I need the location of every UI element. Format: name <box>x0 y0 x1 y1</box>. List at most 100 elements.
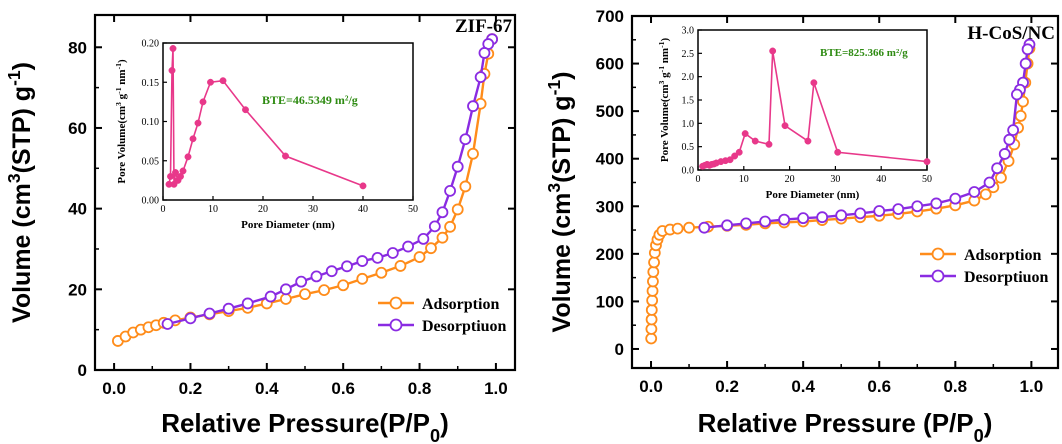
data-point-desorptiuon <box>444 184 456 197</box>
inset-x-tick-label: 30 <box>830 174 840 185</box>
data-point-desorptiuon <box>1019 57 1032 70</box>
y-tick-label: 400 <box>596 150 624 169</box>
data-point-adsorption <box>413 251 426 263</box>
inset-data-point <box>282 152 289 160</box>
data-point-desorptiuon <box>1021 43 1034 56</box>
data-point-desorptiuon <box>911 200 924 213</box>
data-point-desorptiuon <box>371 251 384 264</box>
x-tick-label: 0.0 <box>102 379 126 398</box>
inset-x-tick-label: 50 <box>922 174 932 185</box>
data-point-adsorption <box>646 294 659 307</box>
data-point-adsorption <box>425 242 437 255</box>
data-point-adsorption <box>671 222 684 235</box>
inset-data-point <box>199 98 207 106</box>
x-tick-label: 0.8 <box>408 379 432 398</box>
data-point-adsorption <box>444 220 456 233</box>
data-point-adsorption <box>356 272 369 285</box>
inset-data-point <box>194 119 202 127</box>
inset-data-point <box>769 47 777 55</box>
data-point-desorptiuon <box>835 209 848 222</box>
x-axis-title: Relative Pressure(P/P0) <box>161 408 449 444</box>
data-point-adsorption <box>459 180 472 193</box>
data-point-desorptiuon <box>1007 124 1020 137</box>
data-point-desorptiuon <box>949 192 962 205</box>
inset-frame <box>162 42 414 201</box>
inset-y-tick-label: 2.5 <box>682 49 695 60</box>
inset-data-point <box>172 169 179 176</box>
inset-x-axis-title: Pore Diameter (nm) <box>766 189 860 201</box>
inset-x-tick-label: 20 <box>785 174 795 185</box>
x-tick-label: 0.4 <box>791 377 815 396</box>
data-point-adsorption <box>299 288 311 301</box>
data-point-adsorption <box>337 279 350 292</box>
data-point-adsorption <box>647 275 659 288</box>
y-tick-label: 40 <box>68 200 87 219</box>
x-axis-title: Relative Pressure (P/P0) <box>698 408 993 444</box>
legend-swatch-marker <box>931 247 945 261</box>
inset-data-point <box>751 137 759 145</box>
legend-label: Desorptiuon <box>422 318 507 335</box>
data-point-desorptiuon <box>203 307 216 320</box>
x-tick-label: 1.0 <box>1020 377 1044 396</box>
y-tick-label: 700 <box>596 7 624 26</box>
data-point-desorptiuon <box>759 215 772 228</box>
inset-data-point <box>184 153 192 161</box>
legend-label: Desorptiuon <box>964 269 1049 286</box>
data-point-desorptiuon <box>478 47 491 59</box>
data-point-desorptiuon <box>241 297 254 310</box>
inset-y-tick-label: 1.5 <box>682 96 695 107</box>
data-point-desorptiuon <box>816 211 829 224</box>
y-tick-label: 20 <box>68 280 87 299</box>
y-tick-label: 300 <box>596 197 624 216</box>
data-point-desorptiuon <box>698 221 711 234</box>
inset-y-tick-label: 1.0 <box>682 119 695 130</box>
y-tick-label: 0 <box>615 340 624 359</box>
data-point-adsorption <box>979 188 992 201</box>
y-tick-label: 80 <box>68 38 87 57</box>
data-point-adsorption <box>645 323 658 335</box>
panel-label: ZIF-67 <box>455 16 513 37</box>
inset-y-tick-label: 0.20 <box>142 39 160 50</box>
legend-swatch-marker <box>931 269 945 283</box>
data-point-desorptiuon <box>386 247 399 259</box>
data-point-desorptiuon <box>280 283 292 296</box>
y-axis-title: Volume (cm3(STP) g-1) <box>4 62 36 323</box>
data-point-desorptiuon <box>467 100 479 113</box>
data-point-desorptiuon <box>778 213 791 226</box>
data-point-desorptiuon <box>222 302 235 315</box>
data-point-adsorption <box>318 284 330 297</box>
inset-annotation: BTE=46.5349 m²/g <box>262 93 358 107</box>
y-axis-title: Volume (cm3(STP) g-1) <box>544 72 576 333</box>
data-point-desorptiuon <box>310 270 323 283</box>
data-point-adsorption <box>645 332 658 345</box>
inset-data-point <box>804 137 812 145</box>
inset-data-point <box>219 77 227 85</box>
inset-x-tick-label: 30 <box>308 204 318 215</box>
inset-data-point <box>834 148 842 156</box>
inset-data-point <box>207 78 214 86</box>
data-point-adsorption <box>645 304 658 316</box>
data-point-adsorption <box>1014 109 1027 122</box>
inset-x-tick-label: 0 <box>161 204 166 215</box>
data-point-desorptiuon <box>1011 88 1023 101</box>
x-tick-label: 0.4 <box>255 379 279 398</box>
inset-y-axis-title: Pore Volume(cm3 g-1 nm-1) <box>114 59 129 184</box>
y-tick-label: 0 <box>78 361 87 380</box>
inset-series-line <box>168 48 364 187</box>
data-point-desorptiuon <box>983 176 996 189</box>
inset-data-point <box>726 156 734 164</box>
y-tick-label: 500 <box>596 102 624 121</box>
data-point-adsorption <box>648 256 660 269</box>
inset-x-tick-label: 50 <box>408 204 418 215</box>
data-point-desorptiuon <box>417 232 430 245</box>
data-point-desorptiuon <box>436 206 449 219</box>
y-tick-label: 100 <box>596 292 624 311</box>
inset-y-tick-label: 2.0 <box>682 72 695 83</box>
inset-data-point <box>242 106 249 114</box>
inset-data-point <box>781 122 789 130</box>
data-point-desorptiuon <box>341 260 353 273</box>
data-point-adsorption <box>280 293 292 305</box>
data-point-desorptiuon <box>295 275 308 288</box>
data-point-desorptiuon <box>356 255 369 267</box>
